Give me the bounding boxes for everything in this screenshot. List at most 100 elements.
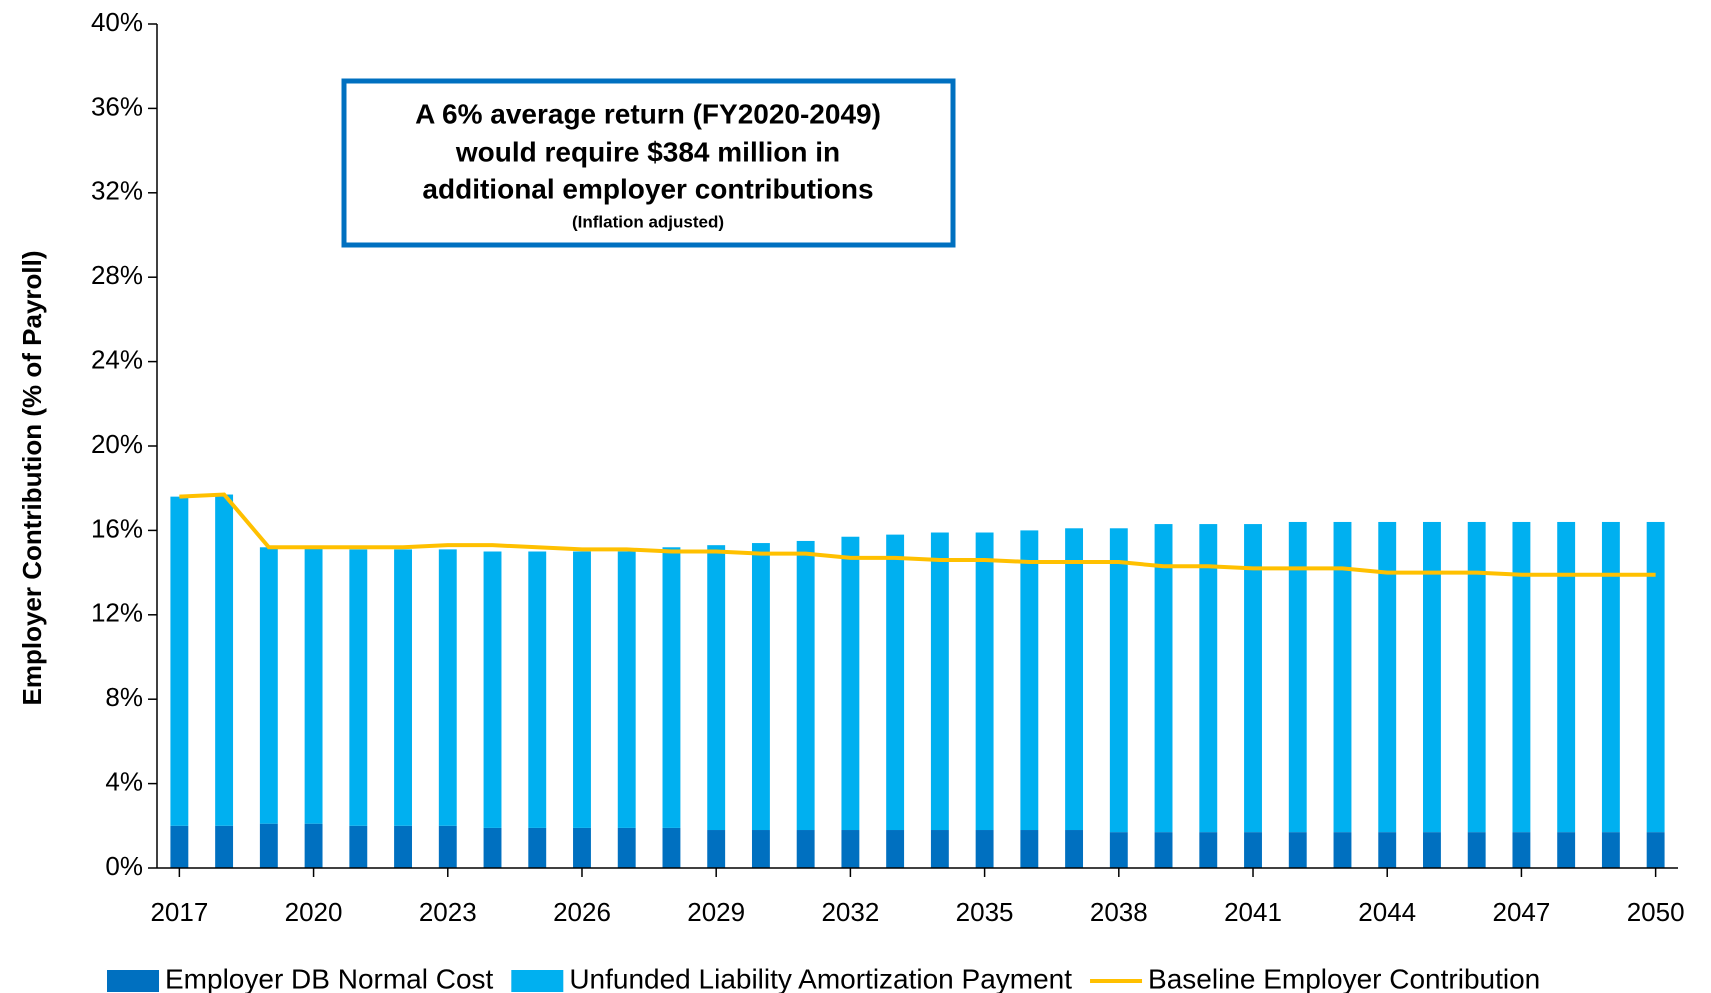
annotation-line: would require $384 million in [455, 136, 840, 167]
line [179, 492, 1656, 577]
bar [170, 825, 189, 868]
bar [1154, 524, 1173, 833]
bar [796, 830, 815, 868]
legend-label: Employer DB Normal Cost [165, 963, 494, 993]
bar [930, 532, 949, 831]
bar [662, 827, 681, 868]
bar [1244, 524, 1262, 833]
bar [483, 551, 502, 828]
annotation-box [341, 78, 956, 248]
bar [707, 830, 726, 868]
bar [438, 825, 457, 868]
bar [662, 547, 681, 828]
bar [751, 543, 770, 831]
bar [796, 540, 815, 831]
bar [1601, 521, 1620, 833]
bar [304, 547, 323, 824]
x-tick-label: 2041 [1224, 897, 1282, 927]
bar [751, 830, 770, 868]
bar [841, 536, 860, 831]
y-tick-label: 40% [91, 7, 143, 37]
bar [528, 827, 547, 868]
bar [394, 549, 412, 826]
x-tick-label: 2029 [687, 897, 745, 927]
bar [1154, 832, 1173, 868]
bar [304, 823, 323, 868]
annotation-note: (Inflation adjusted) [572, 212, 724, 231]
bar [841, 830, 860, 868]
x-tick-label: 2038 [1090, 897, 1148, 927]
bar [170, 496, 189, 826]
bar [1467, 521, 1486, 833]
y-tick-label: 20% [91, 429, 143, 459]
bar [259, 547, 278, 824]
bar [1646, 832, 1665, 868]
legend-swatch [511, 970, 564, 992]
y-tick-label: 24% [91, 344, 143, 374]
bar [259, 823, 278, 868]
x-tick-label: 2044 [1358, 897, 1416, 927]
x-tick-label: 2020 [285, 897, 343, 927]
bar [349, 549, 368, 826]
bar [528, 551, 547, 828]
bar [1109, 528, 1128, 833]
bar [617, 551, 636, 828]
bar [1557, 521, 1576, 833]
bar [573, 827, 591, 868]
legend-swatch [107, 970, 159, 992]
bar [1020, 530, 1039, 831]
bar [975, 532, 994, 831]
bar [975, 830, 994, 868]
y-tick-label: 4% [105, 766, 143, 796]
bar [1109, 832, 1128, 868]
y-tick-label: 32% [91, 176, 143, 206]
bar [1333, 832, 1352, 868]
bar [1065, 830, 1084, 868]
bar [349, 825, 368, 868]
bar [1423, 832, 1441, 868]
bar [1333, 521, 1352, 833]
annotation-line: A 6% average return (FY2020-2049) [415, 98, 881, 129]
bar [1601, 832, 1620, 868]
y-tick-label: 0% [105, 851, 143, 881]
x-tick-label: 2017 [150, 897, 208, 927]
bar [1288, 521, 1307, 833]
y-tick-label: 36% [91, 91, 143, 121]
bar [1199, 832, 1218, 868]
bar [930, 830, 949, 868]
bar [483, 827, 502, 868]
bar [886, 534, 905, 831]
bar [215, 494, 234, 826]
x-tick-label: 2050 [1627, 897, 1685, 927]
bar [1378, 521, 1397, 833]
legend-label: Baseline Employer Contribution [1148, 963, 1540, 993]
x-tick-label: 2026 [553, 897, 611, 927]
x-tick-label: 2023 [419, 897, 477, 927]
bar [1646, 521, 1665, 833]
y-tick-label: 28% [91, 260, 143, 290]
bar [1244, 832, 1262, 868]
bar [1199, 524, 1218, 833]
y-tick-label: 12% [91, 598, 143, 628]
x-tick-label: 2035 [956, 897, 1014, 927]
y-axis-label: Employer Contribution (% of Payroll) [17, 250, 47, 705]
y-tick-label: 8% [105, 682, 143, 712]
bar [1423, 521, 1441, 833]
bar [707, 545, 726, 831]
y-tick-label: 16% [91, 513, 143, 543]
bar [438, 549, 457, 826]
bar [1288, 832, 1307, 868]
x-tick-label: 2032 [821, 897, 879, 927]
bar [1378, 832, 1397, 868]
bar [1512, 521, 1531, 833]
bar [394, 825, 412, 868]
legend-label: Unfunded Liability Amortization Payment [569, 963, 1072, 993]
bar [573, 551, 591, 828]
bar [1557, 832, 1576, 868]
bar [886, 830, 905, 868]
bar [215, 825, 234, 868]
x-tick-label: 2047 [1493, 897, 1551, 927]
bar [1467, 832, 1486, 868]
bar [1065, 528, 1084, 831]
